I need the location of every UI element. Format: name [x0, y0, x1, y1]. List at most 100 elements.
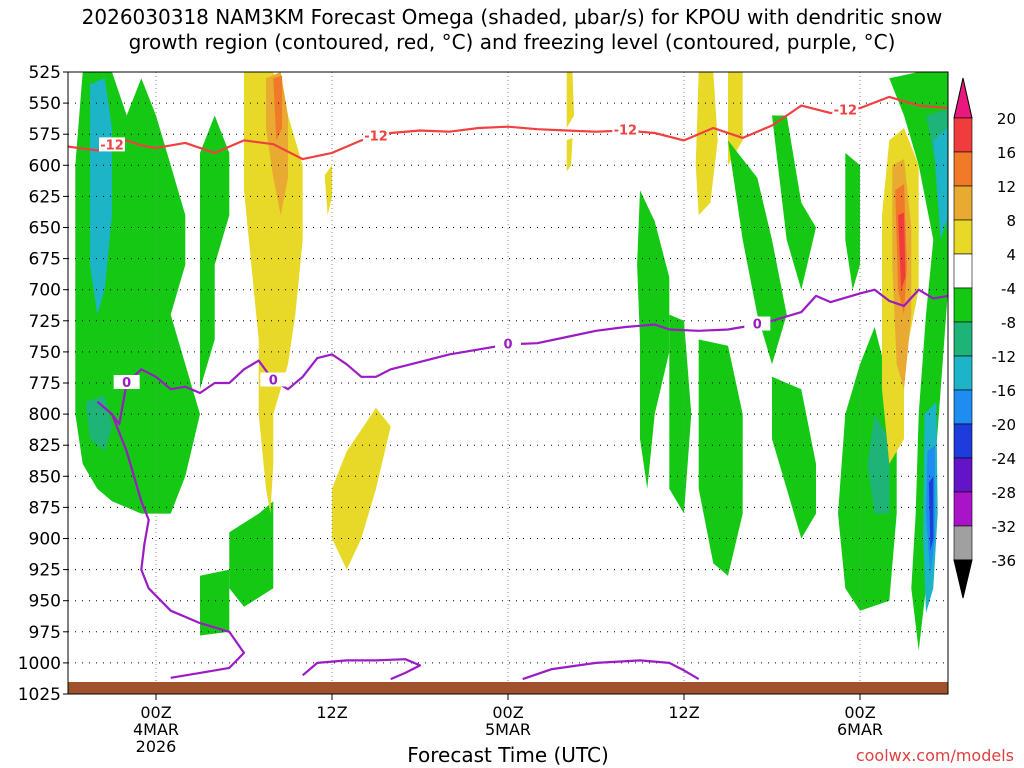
colorbar-label-2: 12	[997, 178, 1016, 196]
colorbar-label-4: 4	[1006, 246, 1016, 264]
omega-region-green-21	[845, 152, 860, 290]
omega-region-green-4	[229, 501, 274, 607]
y-tick-label-900: 900	[29, 530, 61, 550]
colorbar-bottom-arrow	[953, 559, 973, 599]
colorbar-segment-12	[953, 491, 973, 527]
colorbar-label-10: -24	[992, 450, 1017, 468]
colorbar-segment-13	[953, 525, 973, 561]
y-tick-label-625: 625	[29, 187, 61, 207]
colorbar-segment-8	[953, 355, 973, 391]
x-tick-label-6-0: 00Z	[140, 703, 171, 722]
omega-region-green-28	[889, 72, 948, 651]
contour-label-bg-0-2	[612, 122, 639, 137]
contour-line-1	[96, 288, 948, 426]
contour-label-bg-1-1	[260, 372, 287, 387]
omega-region-green-18	[728, 140, 787, 365]
contour-layer: -12 -12 -12 -12 0 0 0 0	[68, 95, 948, 681]
omega-region-orange-8	[273, 75, 283, 141]
colorbar-segment-6	[953, 287, 973, 323]
y-tick-label-975: 975	[29, 623, 61, 643]
contour-line-0	[68, 95, 948, 161]
contour-label-1-1: 0	[269, 374, 278, 389]
colorbar-segment-1	[953, 117, 973, 153]
y-tick-label-1000: 1000	[18, 654, 61, 674]
colorbar-segment-5	[953, 253, 973, 289]
omega-region-green-14	[669, 314, 692, 514]
omega-region-green-22	[838, 327, 897, 611]
y-tick-label-800: 800	[29, 405, 61, 425]
omega-region-yellow-10	[324, 165, 332, 216]
colorbar-label-5: -4	[1001, 280, 1016, 298]
omega-region-cyan-2	[90, 78, 112, 315]
y-tick-label-675: 675	[29, 250, 61, 270]
colorbar-segment-3	[953, 185, 973, 221]
y-tick-label-725: 725	[29, 312, 61, 332]
colorbar-label-7: -12	[992, 348, 1017, 366]
y-tick-label-1025: 1025	[18, 685, 61, 705]
x-tick-label-18-0: 12Z	[316, 703, 347, 722]
y-tick-label-850: 850	[29, 467, 61, 487]
omega-region-yellow-16	[695, 72, 718, 216]
colorbar-segment-11	[953, 457, 973, 493]
y-tick-label-825: 825	[29, 436, 61, 456]
omega-region-teal-23	[867, 414, 890, 514]
omega-region-green-15	[698, 339, 743, 576]
colorbar-label-13: -36	[992, 552, 1017, 570]
omega-region-green-13	[637, 190, 670, 489]
contour-label-1-2: 0	[503, 337, 512, 352]
chart-title-line2: growth region (contoured, red, °C) and f…	[129, 30, 896, 54]
colorbar-label-3: 8	[1006, 212, 1016, 230]
y-axis: 525 550 575 600 625 650 675 700 725 750 775 800 825 8…	[18, 63, 68, 705]
x-tick-label-30-1: 5MAR	[485, 720, 531, 739]
omega-region-gold-7	[266, 72, 288, 216]
y-tick-label-525: 525	[29, 63, 61, 83]
contour-label-0-2: -12	[614, 123, 638, 138]
y-tick-label-950: 950	[29, 592, 61, 612]
colorbar-label-8: -16	[992, 382, 1017, 400]
contour-label-bg-1-2	[495, 336, 521, 351]
y-tick-label-875: 875	[29, 498, 61, 518]
x-tick-label-6-1: 4MAR	[133, 720, 179, 739]
colorbar-segment-9	[953, 389, 973, 425]
y-tick-label-650: 650	[29, 219, 61, 239]
omega-region-yellow-9	[332, 407, 391, 570]
contour-label-bg-0-0	[99, 137, 125, 152]
ground-surface	[68, 682, 948, 694]
contour-label-bg-0-1	[363, 128, 389, 143]
y-tick-label-750: 750	[29, 343, 61, 363]
omega-region-yellow-17	[728, 72, 743, 166]
colorbar-segment-7	[953, 321, 973, 357]
omega-region-yellow-12	[566, 137, 573, 172]
omega-region-yellow-6	[244, 72, 303, 514]
contour-label-bg-1-3	[744, 316, 771, 331]
x-tick-label-30-0: 00Z	[492, 703, 523, 722]
colorbar-label-6: -8	[1001, 314, 1016, 332]
contour-line-3	[301, 658, 422, 681]
omega-region-yellow-11	[566, 72, 574, 128]
y-tick-label-775: 775	[29, 374, 61, 394]
contour-label-1-3: 0	[753, 318, 762, 333]
colorbar-label-1: 16	[997, 144, 1016, 162]
contour-label-0-3: -12	[834, 104, 858, 119]
omega-region-green-20	[772, 376, 816, 539]
omega-region-green-5	[200, 569, 230, 636]
x-tick-label-54-0: 00Z	[844, 703, 875, 722]
colorbar-segment-4	[953, 219, 973, 255]
contour-line-2	[110, 413, 246, 679]
contour-line-4	[522, 659, 700, 681]
y-tick-label-925: 925	[29, 561, 61, 581]
colorbar-top-arrow	[953, 77, 973, 119]
x-tick-label-6-2: 2026	[136, 737, 177, 756]
contour-label-bg-0-3	[832, 102, 859, 117]
omega-shading-layer	[75, 72, 948, 651]
colorbar-label-11: -28	[992, 484, 1017, 502]
colorbar-label-12: -32	[992, 518, 1017, 536]
y-tick-label-550: 550	[29, 94, 61, 114]
x-axis-label: Forecast Time (UTC)	[407, 743, 609, 767]
omega-region-darkblue-33	[928, 476, 934, 551]
contour-label-bg-1-0	[113, 375, 140, 389]
watermark: coolwx.com/models	[856, 746, 1014, 765]
contour-label-0-1: -12	[364, 130, 388, 145]
y-tick-label-600: 600	[29, 156, 61, 176]
